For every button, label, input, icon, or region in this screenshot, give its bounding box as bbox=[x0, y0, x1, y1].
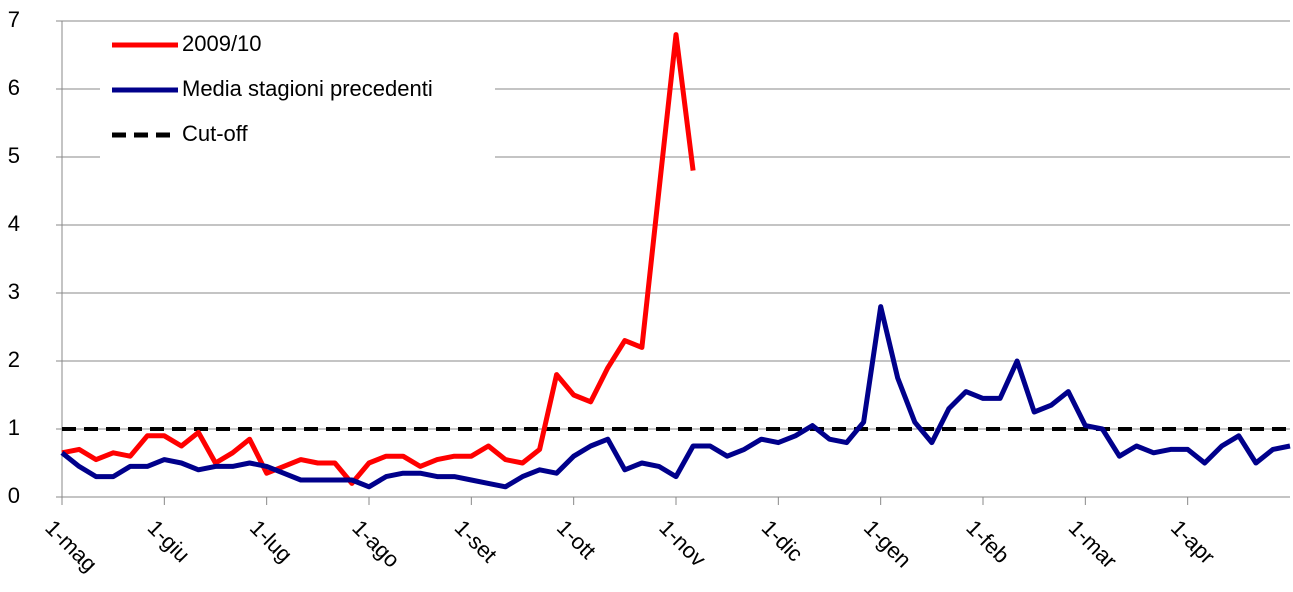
y-tick-label: 1 bbox=[8, 415, 20, 440]
x-tick-label: 1-set bbox=[450, 515, 502, 567]
y-tick-label: 4 bbox=[8, 211, 20, 236]
legend-label: Cut-off bbox=[182, 121, 249, 146]
x-tick-label: 1-apr bbox=[1166, 515, 1220, 569]
y-tick-label: 3 bbox=[8, 279, 20, 304]
series-line bbox=[60, 304, 1291, 490]
x-tick-label: 1-nov bbox=[654, 515, 711, 572]
series-line bbox=[61, 32, 696, 486]
y-tick-label: 6 bbox=[8, 75, 20, 100]
y-tick-label: 0 bbox=[8, 483, 20, 508]
x-tick-label: 1-dic bbox=[757, 515, 808, 566]
x-tick-label: 1-lug bbox=[245, 515, 297, 567]
x-tick-label: 1-mar bbox=[1064, 515, 1122, 573]
y-tick-label: 5 bbox=[8, 143, 20, 168]
y-tick-label: 2 bbox=[8, 347, 20, 372]
x-tick-label: 1-gen bbox=[859, 515, 916, 572]
legend-label: Media stagioni precedenti bbox=[182, 76, 433, 101]
x-tick-label: 1-ago bbox=[347, 515, 404, 572]
x-tick-label: 1-ott bbox=[552, 515, 601, 564]
x-tick-label: 1-mag bbox=[40, 515, 102, 577]
legend-label: 2009/10 bbox=[182, 31, 262, 56]
y-tick-label: 7 bbox=[8, 7, 20, 32]
x-tick-label: 1-giu bbox=[143, 515, 195, 567]
x-tick-label: 1-feb bbox=[961, 515, 1014, 568]
